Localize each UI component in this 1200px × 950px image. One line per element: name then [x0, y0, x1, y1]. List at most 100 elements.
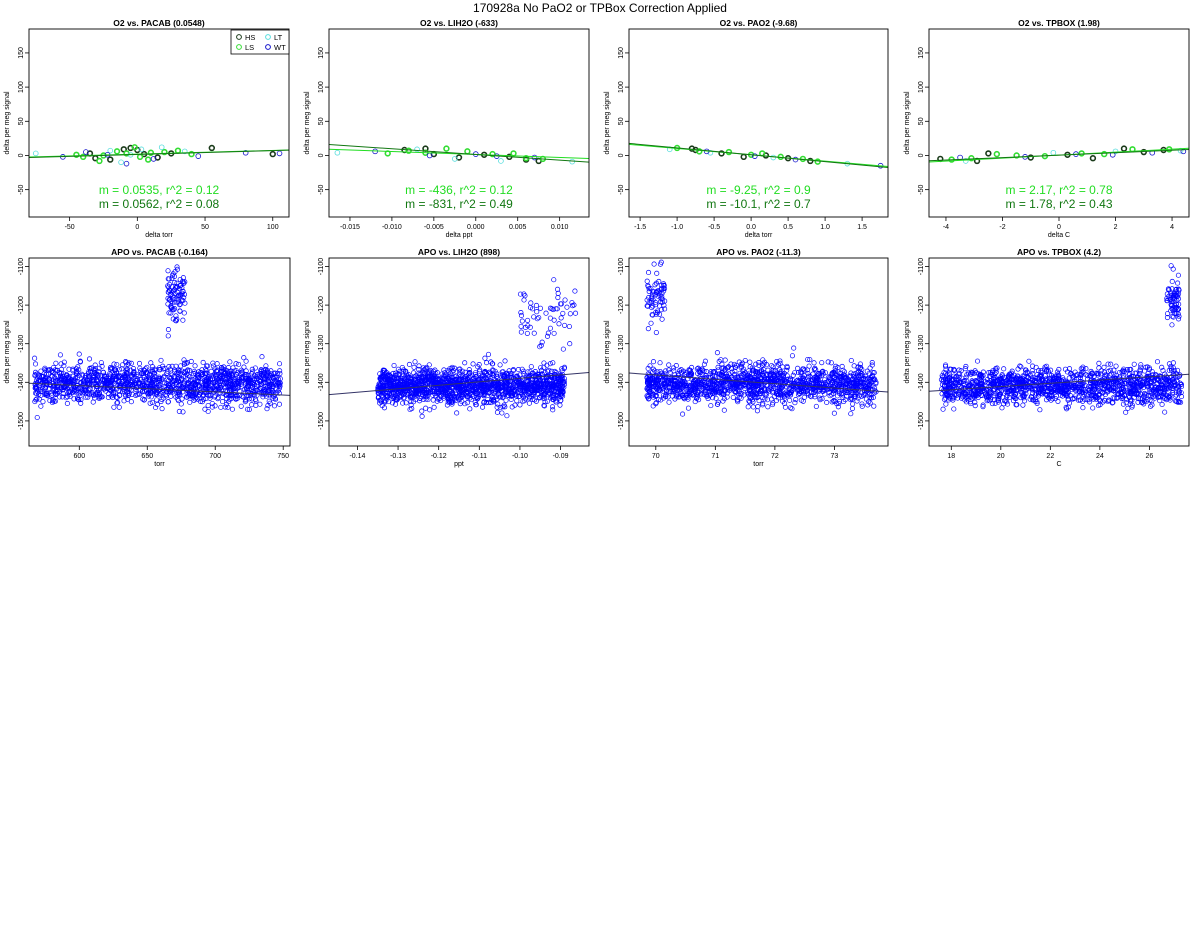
data-point	[530, 370, 536, 377]
data-point	[729, 369, 735, 375]
y-tick-label: 0	[918, 153, 925, 157]
data-point	[139, 370, 145, 376]
data-point	[651, 261, 657, 267]
data-point	[402, 382, 408, 388]
y-axis-label: delta per meg signal	[4, 91, 11, 154]
data-point	[377, 389, 383, 395]
data-point	[871, 377, 877, 383]
data-point	[235, 395, 241, 401]
data-point	[449, 399, 456, 405]
data-point	[453, 377, 459, 383]
data-point-lt	[334, 149, 341, 156]
data-point	[416, 363, 422, 369]
data-point	[657, 360, 663, 366]
data-point	[678, 367, 684, 373]
data-point	[209, 404, 215, 410]
data-point	[426, 373, 432, 379]
data-point	[158, 357, 164, 363]
data-point	[52, 398, 58, 404]
data-point	[149, 381, 155, 388]
data-point	[834, 401, 840, 407]
data-point	[389, 400, 396, 406]
data-point	[769, 388, 775, 394]
data-point	[849, 391, 855, 398]
data-point	[829, 372, 835, 378]
data-point	[862, 377, 868, 383]
data-point	[114, 362, 120, 368]
data-point	[742, 357, 748, 364]
data-point	[76, 367, 82, 373]
data-point-ls	[968, 155, 975, 162]
data-point	[149, 399, 155, 405]
data-point	[511, 381, 517, 387]
data-point	[798, 397, 804, 403]
y-tick-label: -1500	[18, 412, 25, 430]
data-point-lt	[118, 159, 124, 166]
data-point	[178, 401, 184, 407]
data-point	[265, 403, 271, 409]
data-point	[419, 413, 425, 419]
data-point-lt	[181, 148, 188, 155]
data-point	[130, 366, 137, 372]
data-point	[715, 364, 721, 370]
data-point	[421, 367, 427, 373]
data-point	[156, 375, 162, 381]
data-point	[548, 374, 554, 380]
x-tick-label: -4	[943, 224, 949, 231]
data-point	[778, 385, 784, 391]
data-point	[517, 402, 523, 408]
data-point	[419, 394, 425, 400]
data-point	[659, 299, 665, 305]
data-point	[771, 377, 777, 383]
y-tick-label: -50	[318, 184, 325, 194]
data-point	[446, 399, 452, 405]
data-point	[652, 282, 658, 288]
data-point	[169, 305, 175, 311]
data-point	[472, 370, 479, 376]
data-point	[103, 378, 109, 385]
data-point	[821, 383, 827, 389]
data-point	[1154, 359, 1161, 365]
data-point	[407, 393, 413, 399]
data-point	[756, 360, 762, 366]
data-point	[166, 382, 173, 388]
y-tick-label: -50	[918, 184, 925, 194]
x-tick-label: 73	[831, 453, 839, 460]
data-point	[116, 373, 123, 379]
x-tick-label: -0.5	[708, 224, 720, 231]
data-point	[166, 310, 172, 316]
data-point	[165, 333, 171, 339]
data-point	[90, 399, 96, 405]
data-point	[686, 392, 692, 398]
data-point	[858, 371, 865, 377]
data-point	[834, 393, 841, 399]
data-point	[444, 374, 451, 380]
data-point	[209, 400, 215, 407]
data-point-hs	[269, 150, 276, 158]
data-point	[658, 282, 664, 288]
data-point	[551, 317, 557, 323]
data-point	[852, 370, 858, 377]
data-point	[855, 365, 861, 371]
data-point	[206, 379, 212, 385]
data-point	[514, 398, 520, 404]
data-point	[528, 300, 534, 306]
data-point	[425, 397, 431, 403]
x-axis-label: delta C	[1048, 232, 1070, 239]
data-point	[447, 393, 453, 399]
data-point	[537, 305, 544, 311]
data-point	[426, 362, 432, 368]
data-point	[765, 404, 771, 410]
data-point	[735, 399, 741, 405]
data-point	[703, 372, 709, 378]
data-point	[812, 365, 818, 371]
data-point	[456, 377, 462, 383]
data-point	[177, 301, 183, 307]
data-point	[755, 404, 761, 410]
data-point	[412, 391, 418, 397]
data-point	[544, 398, 550, 404]
data-point	[215, 379, 221, 385]
data-point	[843, 381, 850, 387]
data-point	[243, 396, 249, 403]
data-point-wt	[531, 154, 538, 161]
